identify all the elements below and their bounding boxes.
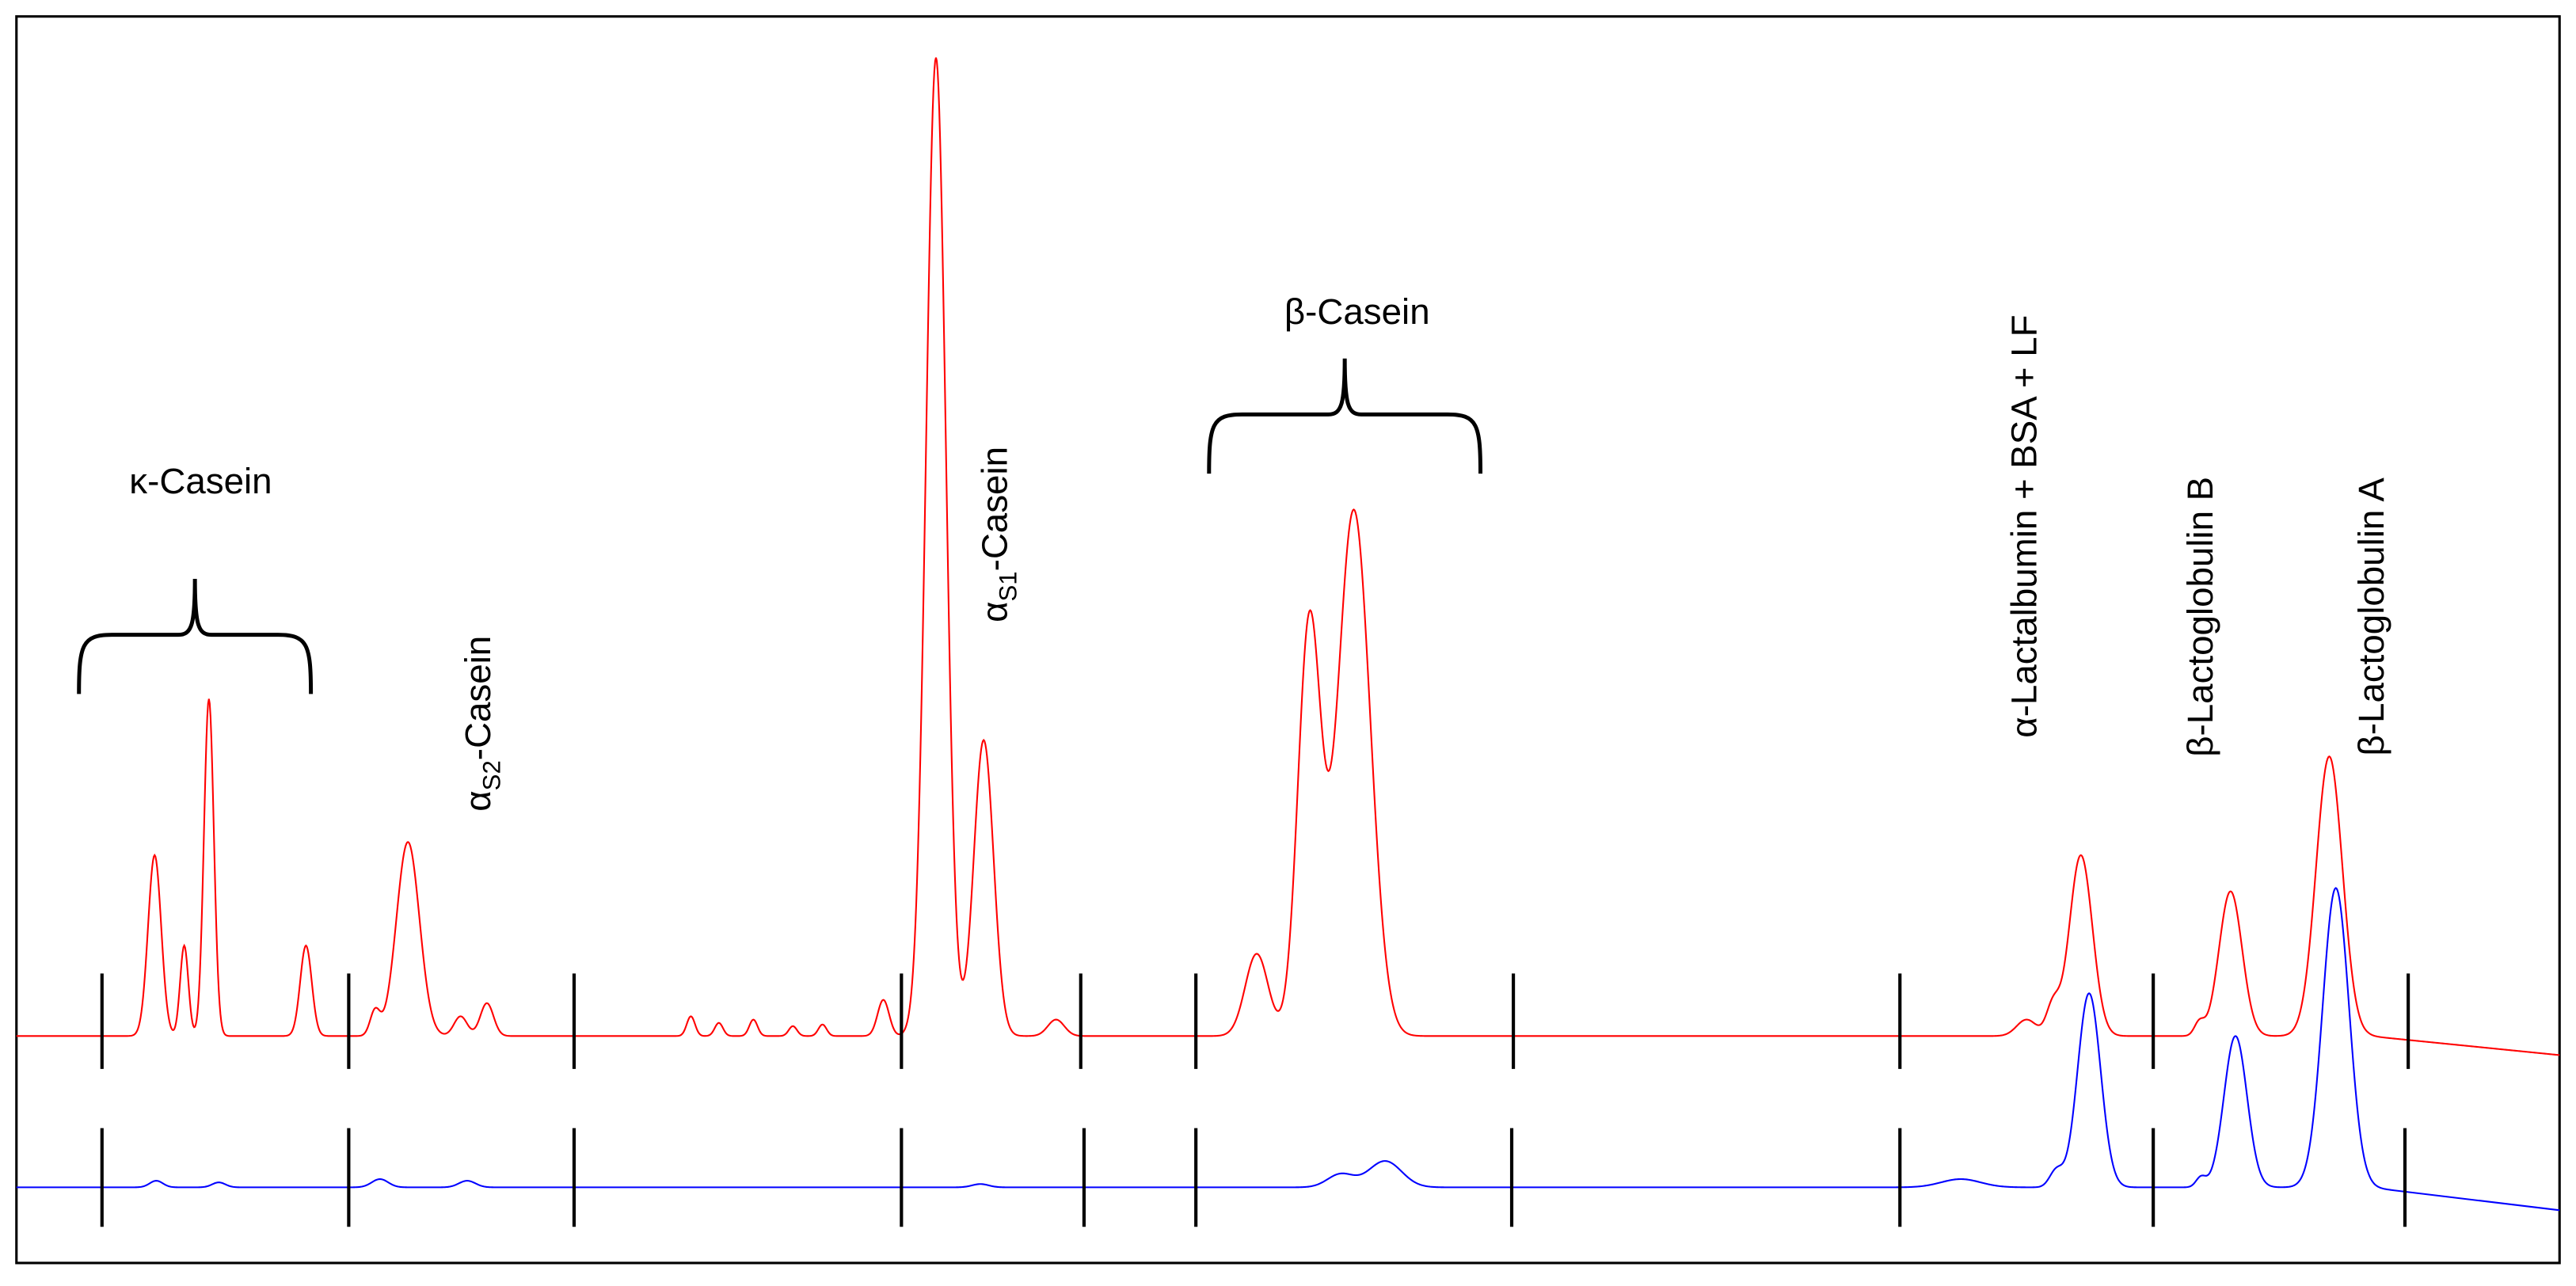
series-line-0	[16, 57, 2560, 1056]
plot-frame	[15, 15, 2561, 1265]
marker-layer	[100, 973, 2410, 1227]
peak-label-beta: β-Casein	[1284, 291, 1430, 332]
peak-label-as1: αS1-Casein	[974, 447, 1022, 622]
peak-label-kappa: κ-Casein	[129, 461, 272, 501]
series-layer	[16, 57, 2560, 1212]
bracket-layer	[77, 358, 1483, 694]
label-layer: κ-Casein αS2-Casein αS1-Casein β-Casein α-La…	[129, 291, 2391, 812]
peak-label-blgb: β-Lactoglobulin B	[2180, 477, 2220, 757]
peak-label-lact: α-Lactalbumin + BSA + LF	[2004, 314, 2045, 737]
bracket	[1207, 358, 1483, 474]
series-line-1	[16, 887, 2560, 1212]
bracket	[77, 579, 314, 694]
peak-label-blga: β-Lactoglobulin A	[2351, 477, 2391, 756]
peak-label-as2: αS2-Casein	[458, 636, 505, 812]
